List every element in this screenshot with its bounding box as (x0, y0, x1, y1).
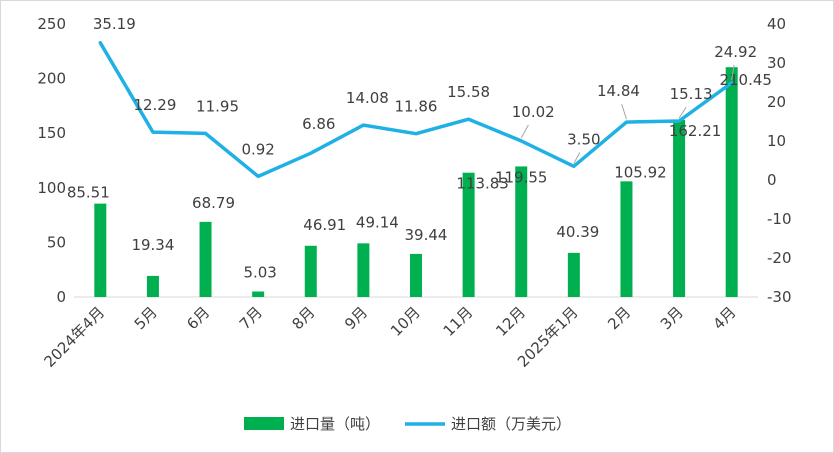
series-line (98, 41, 734, 179)
line-series-import-value (98, 41, 734, 179)
line-data-label: 11.95 (196, 97, 239, 115)
right-tick-label: 20 (767, 93, 786, 111)
bar-data-label: 113.83 (456, 175, 509, 193)
label-leader-line (520, 124, 529, 139)
bar (304, 245, 317, 297)
bar (146, 275, 159, 297)
bar (515, 166, 528, 297)
bar-data-label: 162.21 (669, 122, 722, 140)
left-tick-label: 50 (47, 233, 66, 251)
bar-data-label: 19.34 (131, 236, 174, 254)
bar (357, 243, 370, 297)
label-leader-line (678, 106, 687, 119)
bar (620, 181, 633, 297)
right-tick-label: -30 (767, 288, 792, 306)
data-labels: 85.51 19.34 68.79 5.03 46.91 49.14 39.44 113.83… (67, 15, 772, 282)
bar (725, 67, 738, 297)
bar-series-import-volume (94, 67, 738, 298)
right-y-axis: -30 -20 -10 0 10 20 30 40 (767, 15, 792, 306)
right-tick-label: 10 (767, 132, 786, 150)
bar (462, 172, 475, 297)
right-tick-label: 0 (767, 171, 777, 189)
left-tick-label: 250 (37, 15, 66, 33)
bar-data-label: 40.39 (556, 223, 599, 241)
x-tick-label: 6月 (183, 303, 213, 333)
left-y-axis: 0 50 100 150 200 250 (37, 15, 66, 306)
x-tick-label: 11月 (440, 303, 477, 340)
left-tick-label: 200 (37, 70, 66, 88)
x-tick-label: 10月 (387, 303, 424, 340)
line-data-label: 15.58 (447, 83, 490, 101)
bar (567, 252, 580, 297)
x-tick-label: 12月 (492, 303, 529, 340)
label-leader-line (621, 103, 627, 120)
line-data-label: 14.08 (346, 89, 389, 107)
bar (252, 291, 265, 297)
x-tick-label: 8月 (289, 303, 319, 333)
x-tick-label: 5月 (131, 303, 161, 333)
bar-data-label: 49.14 (356, 213, 399, 231)
bar-data-label: 46.91 (303, 216, 346, 234)
bar-data-label: 39.44 (405, 226, 448, 244)
bar-data-label: 68.79 (192, 194, 235, 212)
line-data-label: 6.86 (302, 115, 335, 133)
left-tick-label: 0 (56, 288, 66, 306)
line-data-label: 3.50 (567, 130, 600, 148)
line-data-label: 0.92 (241, 140, 274, 158)
line-data-label: 24.92 (714, 43, 757, 61)
line-data-label: 10.02 (512, 103, 555, 121)
bar-data-label: 105.92 (614, 163, 667, 181)
bar-data-label: 119.55 (495, 168, 548, 186)
x-tick-label: 9月 (341, 303, 371, 333)
legend: 进口量（吨） 进口额（万美元） (244, 415, 571, 433)
x-tick-label: 2月 (604, 303, 634, 333)
bar-data-label: 85.51 (67, 184, 110, 202)
line-data-label: 14.84 (597, 82, 640, 100)
right-tick-label: 30 (767, 54, 786, 72)
line-data-label: 11.86 (395, 98, 438, 116)
label-leader-line (731, 64, 735, 80)
legend-label-bar: 进口量（吨） (290, 415, 380, 433)
left-tick-label: 100 (37, 179, 66, 197)
left-tick-label: 150 (37, 124, 66, 142)
bar-data-label: 5.03 (243, 264, 276, 282)
right-tick-label: -20 (767, 249, 792, 267)
x-tick-label: 4月 (709, 303, 739, 333)
x-tick-label: 7月 (236, 303, 266, 333)
label-leader-line (573, 152, 581, 164)
x-tick-label: 2024年4月 (40, 303, 108, 371)
bar (94, 203, 107, 297)
x-tick-label: 3月 (657, 303, 687, 333)
line-data-label: 15.13 (670, 85, 713, 103)
line-data-label: 12.29 (133, 96, 176, 114)
bar-data-label: 210.45 (719, 71, 772, 89)
line-data-label: 35.19 (93, 15, 136, 33)
bar (199, 221, 212, 297)
bar (410, 253, 422, 297)
right-tick-label: -10 (767, 210, 792, 228)
legend-label-line: 进口额（万美元） (451, 415, 571, 433)
right-tick-label: 40 (767, 15, 786, 33)
bar (673, 119, 686, 298)
legend-swatch-bar (244, 417, 284, 430)
